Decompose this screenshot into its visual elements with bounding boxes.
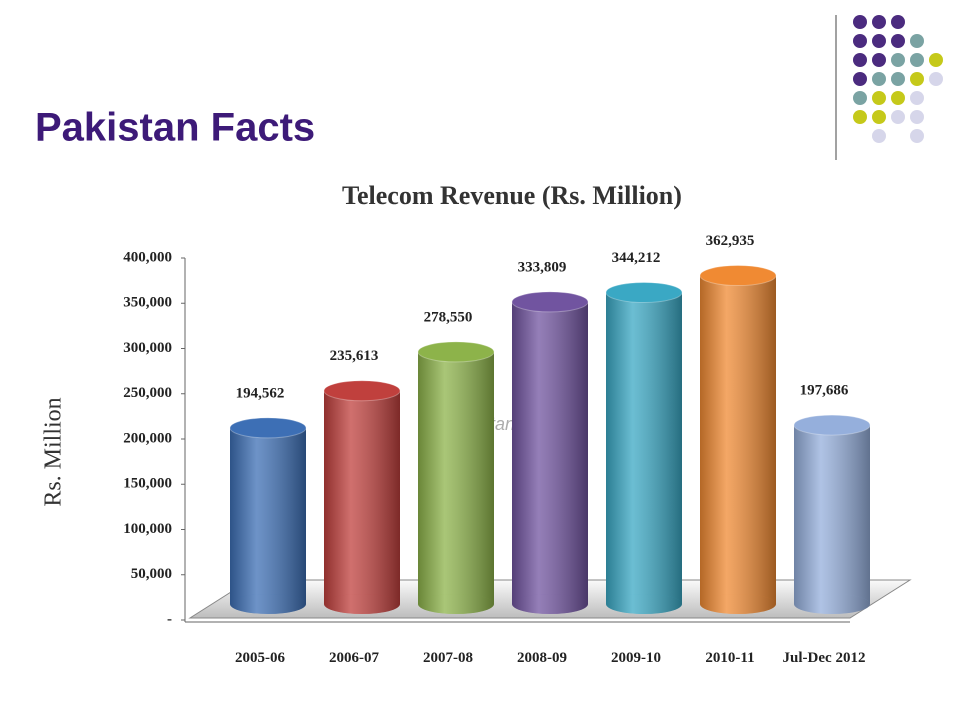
x-tick-label: Jul-Dec 2012 bbox=[782, 650, 866, 666]
dot bbox=[872, 91, 886, 105]
bar-cap bbox=[699, 265, 777, 287]
dot bbox=[853, 15, 867, 29]
bar-shade bbox=[418, 351, 494, 604]
dot bbox=[929, 72, 943, 86]
dot bbox=[891, 15, 905, 29]
x-tick-label: 2009-10 bbox=[611, 650, 661, 666]
value-label: 344,212 bbox=[612, 250, 661, 266]
bar-shade bbox=[230, 427, 306, 604]
y-tick-label: 150,000 bbox=[123, 476, 172, 492]
dot bbox=[872, 15, 886, 29]
bar-cap bbox=[511, 291, 589, 313]
dot bbox=[853, 110, 867, 124]
slide-title: Pakistan Facts bbox=[35, 106, 315, 150]
y-tick-label: 400,000 bbox=[123, 249, 172, 265]
bar-shade bbox=[606, 292, 682, 604]
bar-shade bbox=[324, 390, 400, 604]
dot bbox=[891, 34, 905, 48]
y-tick-label: 50,000 bbox=[131, 566, 172, 582]
bar-base-shade bbox=[230, 594, 306, 614]
bar-base-shade bbox=[418, 594, 494, 614]
dot bbox=[872, 129, 886, 143]
dot bbox=[910, 53, 924, 67]
dot bbox=[891, 72, 905, 86]
dot bbox=[853, 53, 867, 67]
dot bbox=[891, 53, 905, 67]
dot bbox=[872, 34, 886, 48]
value-label: 278,550 bbox=[424, 309, 473, 325]
bar-base-shade bbox=[794, 594, 870, 614]
bar-base-shade bbox=[606, 594, 682, 614]
dot bbox=[929, 53, 943, 67]
dot bbox=[872, 110, 886, 124]
dot bbox=[891, 110, 905, 124]
dot bbox=[853, 34, 867, 48]
dot bbox=[853, 91, 867, 105]
bar-shade bbox=[512, 301, 588, 604]
dot bbox=[910, 34, 924, 48]
bar-base-shade bbox=[324, 594, 400, 614]
y-tick-label: 250,000 bbox=[123, 385, 172, 401]
dot bbox=[853, 72, 867, 86]
bar-cap bbox=[793, 414, 871, 436]
value-label: 362,935 bbox=[706, 233, 755, 249]
value-label: 197,686 bbox=[800, 383, 849, 399]
y-tick-label: 350,000 bbox=[123, 295, 172, 311]
x-tick-label: 2010-11 bbox=[705, 650, 755, 666]
dot bbox=[910, 72, 924, 86]
chart-title: Telecom Revenue (Rs. Million) bbox=[342, 181, 682, 210]
x-tick-label: 2005-06 bbox=[235, 650, 285, 666]
bar-shade bbox=[700, 275, 776, 604]
value-label: 194,562 bbox=[236, 385, 285, 401]
dot bbox=[872, 72, 886, 86]
bar-shade bbox=[794, 425, 870, 604]
bar-base-shade bbox=[512, 594, 588, 614]
x-tick-label: 2007-08 bbox=[423, 650, 473, 666]
y-tick-label: 100,000 bbox=[123, 521, 172, 537]
bar-cap bbox=[417, 341, 495, 363]
dot bbox=[910, 91, 924, 105]
bar-cap bbox=[323, 380, 401, 402]
decoration-dots bbox=[853, 15, 943, 143]
bar-cap bbox=[605, 281, 683, 303]
x-tick-label: 2006-07 bbox=[329, 650, 379, 666]
bar-cap bbox=[229, 417, 307, 439]
y-axis-label: Rs. Million bbox=[41, 397, 67, 506]
x-tick-label: 2008-09 bbox=[517, 650, 567, 666]
dot bbox=[891, 91, 905, 105]
bar-base-shade bbox=[700, 594, 776, 614]
dot bbox=[910, 129, 924, 143]
value-label: 333,809 bbox=[518, 259, 567, 275]
dot bbox=[910, 110, 924, 124]
y-tick-label: 300,000 bbox=[123, 340, 172, 356]
y-tick-label: 200,000 bbox=[123, 430, 172, 446]
dot bbox=[872, 53, 886, 67]
value-label: 235,613 bbox=[330, 348, 379, 364]
y-tick-label: - bbox=[167, 611, 172, 627]
